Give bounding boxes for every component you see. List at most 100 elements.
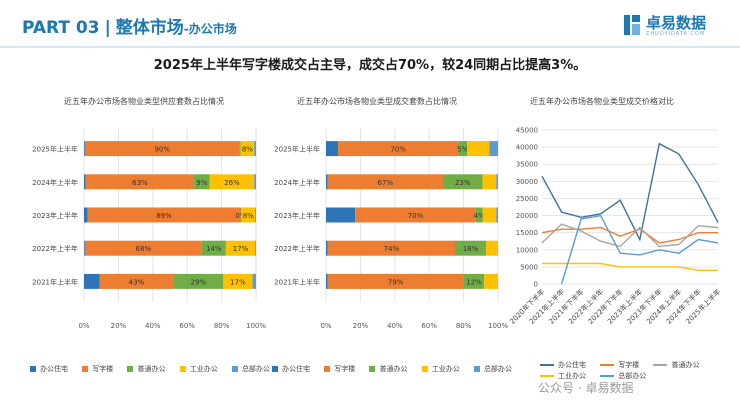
y-tick-label: 5000 [520, 263, 538, 271]
legend-line [600, 375, 615, 377]
legend-swatch [231, 366, 238, 372]
bar-segment [84, 207, 88, 223]
legend-item: 总部办公 [600, 371, 646, 382]
legend-swatch [179, 366, 186, 372]
bar-segment [338, 141, 459, 157]
legend-swatch [127, 366, 134, 372]
y-tick-label: 25000 [516, 195, 538, 203]
bar-segment [355, 207, 476, 223]
logo-subtext: ZHUOYIDATA.COM [646, 31, 706, 37]
x-tick-label: 80% [456, 322, 472, 330]
data-label: 14% [206, 245, 222, 253]
legend-item: 写字楼 [600, 360, 639, 371]
bar-segment [326, 273, 328, 289]
category-label: 2025年上半年 [274, 145, 320, 154]
bar-segment [475, 207, 483, 223]
category-label: 2025年上半年 [32, 145, 78, 154]
legend-item: 工业办公 [421, 364, 460, 374]
y-tick-label: 40000 [516, 144, 538, 152]
bar-segment [484, 273, 498, 289]
bar-segment [485, 240, 498, 256]
supply-share-chart: 0% 20% 40% 60% 80% 100% 2021年上半年 43% 29% 17% 2022年… [32, 128, 266, 330]
y-tick-label: 20000 [516, 212, 538, 220]
bar-segment [241, 207, 256, 223]
y-tick-label: 45000 [516, 127, 538, 135]
series-line [541, 226, 718, 244]
x-tick-label: 20% [353, 322, 369, 330]
bar-segment [255, 240, 256, 256]
bar-segment [84, 240, 85, 256]
bar-segment [84, 141, 85, 157]
legend-item: 普通办公 [127, 364, 165, 374]
bar-segment [496, 207, 498, 223]
bar-segment [84, 240, 202, 256]
bar-segment [239, 141, 241, 157]
data-label: 9% [196, 179, 207, 187]
deal-chart-title: 近五年办公市场各物业类型成交套数占比情况 [297, 97, 457, 106]
legend-line [600, 364, 615, 366]
bar-segment [327, 174, 443, 190]
logo-name: 卓易数据 [646, 14, 707, 32]
part-label: PART 03 [22, 18, 100, 38]
legend-swatch [82, 366, 89, 372]
bar-segment [467, 141, 490, 157]
data-label: 43% [129, 278, 145, 286]
series-line [541, 142, 719, 242]
bar-segment [252, 273, 256, 289]
legend-item: 总部办公 [231, 364, 270, 374]
x-tick-label: 60% [421, 322, 437, 330]
data-label: 8% [242, 146, 253, 154]
brand-logo: 卓易数据 ZHUOYIDATA.COM [622, 10, 722, 40]
bar-segment [327, 240, 455, 256]
bar-segment [225, 240, 256, 256]
bar-segment [209, 174, 255, 190]
bar-segment [326, 174, 328, 190]
legend-swatch [369, 366, 376, 372]
legend-item: 办公住宅 [272, 364, 310, 374]
x-tick-label: 80% [214, 322, 230, 330]
x-tick-label: 100% [246, 322, 266, 330]
category-label: 2024年上半年 [274, 178, 320, 187]
category-label: 2022年上半年 [274, 244, 320, 253]
legend-swatch [421, 366, 428, 372]
section-title: PART 03 | 整体市场-办公市场 [22, 13, 237, 38]
x-tick-label: 100% [488, 322, 508, 330]
bar-segment [326, 240, 328, 256]
category-label: 2024年上半年 [32, 178, 78, 187]
bar-segment [496, 174, 498, 190]
legend-item: 普通办公 [653, 360, 699, 371]
bar-segment [463, 273, 485, 289]
legend-item: 工业办公 [179, 364, 218, 374]
legend-line [540, 364, 554, 366]
data-label: 70% [408, 212, 424, 220]
y-tick-label: 15000 [516, 229, 538, 237]
legend-item: 普通办公 [369, 364, 407, 374]
legend-item: 办公住宅 [30, 364, 68, 374]
header: PART 03 | 整体市场-办公市场 卓易数据 ZHUOYIDATA.COM [0, 0, 740, 48]
bar-segment [84, 273, 100, 289]
bar-segment [223, 273, 253, 289]
data-label: 12% [466, 278, 482, 286]
x-tick-label: 0% [320, 322, 331, 330]
bar-segment [455, 240, 486, 256]
section-name: 整体市场 [115, 18, 184, 38]
headline: 2025年上半年写字楼成交占主导，成交占70%，较24同期占比提高3%。 [153, 58, 587, 73]
x-tick-label: 40% [387, 322, 403, 330]
data-label: 89% [156, 212, 172, 220]
bar-segment [326, 207, 356, 223]
series-line [541, 223, 719, 248]
y-tick-label: 30000 [516, 178, 538, 186]
legend-item: 写字楼 [82, 364, 113, 374]
bar-segment [84, 174, 86, 190]
legend-line [653, 364, 668, 366]
bar-segment [326, 141, 339, 157]
bar-segment [489, 141, 498, 157]
data-label: 17% [230, 278, 246, 286]
y-tick-label: 35000 [516, 161, 538, 169]
bar-segment [442, 174, 483, 190]
legend-swatch [30, 366, 36, 372]
data-label: 4% [474, 212, 485, 220]
bar-segment [240, 141, 255, 157]
bar-segment [99, 273, 174, 289]
legend-item: 工业办公 [540, 371, 586, 382]
